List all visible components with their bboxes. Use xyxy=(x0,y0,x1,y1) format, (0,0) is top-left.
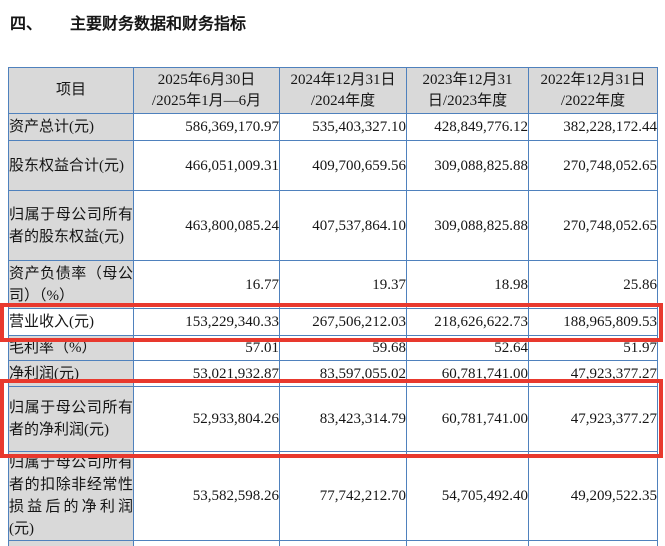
cell-value: 77,742,212.70 xyxy=(279,451,407,541)
cell-value: 466,051,009.31 xyxy=(133,140,280,191)
col-header-2024: 2024年12月31日 /2024年度 xyxy=(279,67,407,114)
row-net-profit: 净利润(元) 53,021,932.87 83,597,055.02 60,78… xyxy=(8,360,658,387)
cell-value: 59.68 xyxy=(279,335,407,361)
cell-value: 428,849,776.12 xyxy=(406,113,529,141)
cell-value: 47,923,377.27 xyxy=(528,386,658,452)
cell-value: 60,781,741.00 xyxy=(406,360,529,387)
row-revenue: 营业收入(元) 153,229,340.33 267,506,212.03 21… xyxy=(8,308,658,336)
row-label: 净利润(元) xyxy=(8,360,134,387)
cell-value xyxy=(133,540,280,546)
col-header-2023: 2023年12月31 日/2023年度 xyxy=(406,67,529,114)
row-net-profit-deducted: 归属于母公司所有者的扣除非经常性损益后的净利润(元) 53,582,598.26… xyxy=(8,451,658,541)
section-title: 四、 主要财务数据和财务指标 xyxy=(10,10,246,34)
cell-value: 53,582,598.26 xyxy=(133,451,280,541)
row-gross-margin: 毛利率（%） 57.01 59.68 52.64 51.97 xyxy=(8,335,658,361)
cell-value: 270,748,052.65 xyxy=(528,190,658,261)
cell-value: 49,209,522.35 xyxy=(528,451,658,541)
row-label: 资产负债率（母公司）（%） xyxy=(8,260,134,309)
cell-value: 309,088,825.88 xyxy=(406,190,529,261)
cell-value: 52.64 xyxy=(406,335,529,361)
row-net-profit-parent: 归属于母公司所有者的净利润(元) 52,933,804.26 83,423,31… xyxy=(8,386,658,452)
row-label: 股东权益合计(元) xyxy=(8,140,134,191)
section-number: 四、 xyxy=(10,16,43,33)
cell-value: 60,781,741.00 xyxy=(406,386,529,452)
row-label: 营业收入(元) xyxy=(8,308,134,336)
row-label: 资产总计(元) xyxy=(8,113,134,141)
cell-value xyxy=(279,540,407,546)
cell-value: 586,369,170.97 xyxy=(133,113,280,141)
cell-value: 47,923,377.27 xyxy=(528,360,658,387)
row-label: 归属于母公司所有者的扣除非经常性损益后的净利润(元) xyxy=(8,451,134,541)
cell-value: 267,506,212.03 xyxy=(279,308,407,336)
cell-value: 83,597,055.02 xyxy=(279,360,407,387)
cell-value: 188,965,809.53 xyxy=(528,308,658,336)
cell-value: 54,705,492.40 xyxy=(406,451,529,541)
row-total-equity: 股东权益合计(元) 466,051,009.31 409,700,659.56 … xyxy=(8,140,658,191)
cell-value: 153,229,340.33 xyxy=(133,308,280,336)
section-title-text: 主要财务数据和财务指标 xyxy=(70,16,247,33)
cell-value: 463,800,085.24 xyxy=(133,190,280,261)
row-debt-ratio: 资产负债率（母公司）（%） 16.77 19.37 18.98 25.86 xyxy=(8,260,658,309)
cell-value: 25.86 xyxy=(528,260,658,309)
cell-value: 218,626,622.73 xyxy=(406,308,529,336)
row-label: 毛利率（%） xyxy=(8,335,134,361)
col-header-item: 项目 xyxy=(8,67,134,114)
financial-data-table: 项目 2025年6月30日 /2025年1月—6月 2024年12月31日 /2… xyxy=(8,67,658,546)
cell-value: 535,403,327.10 xyxy=(279,113,407,141)
cell-value: 270,748,052.65 xyxy=(528,140,658,191)
cell-value: 309,088,825.88 xyxy=(406,140,529,191)
cell-value xyxy=(406,540,529,546)
row-partial-clipped xyxy=(8,540,658,546)
cell-value xyxy=(528,540,658,546)
row-label xyxy=(8,540,134,546)
cell-value: 51.97 xyxy=(528,335,658,361)
cell-value: 18.98 xyxy=(406,260,529,309)
cell-value: 19.37 xyxy=(279,260,407,309)
cell-value: 409,700,659.56 xyxy=(279,140,407,191)
row-equity-parent: 归属于母公司所有者的股东权益(元) 463,800,085.24 407,537… xyxy=(8,190,658,261)
col-header-2025h1: 2025年6月30日 /2025年1月—6月 xyxy=(133,67,280,114)
row-total-assets: 资产总计(元) 586,369,170.97 535,403,327.10 42… xyxy=(8,113,658,141)
cell-value: 407,537,864.10 xyxy=(279,190,407,261)
cell-value: 16.77 xyxy=(133,260,280,309)
table-header-row: 项目 2025年6月30日 /2025年1月—6月 2024年12月31日 /2… xyxy=(8,67,658,114)
cell-value: 83,423,314.79 xyxy=(279,386,407,452)
cell-value: 382,228,172.44 xyxy=(528,113,658,141)
cell-value: 57.01 xyxy=(133,335,280,361)
cell-value: 53,021,932.87 xyxy=(133,360,280,387)
row-label: 归属于母公司所有者的股东权益(元) xyxy=(8,190,134,261)
cell-value: 52,933,804.26 xyxy=(133,386,280,452)
col-header-2022: 2022年12月31日 /2022年度 xyxy=(528,67,658,114)
row-label: 归属于母公司所有者的净利润(元) xyxy=(8,386,134,452)
